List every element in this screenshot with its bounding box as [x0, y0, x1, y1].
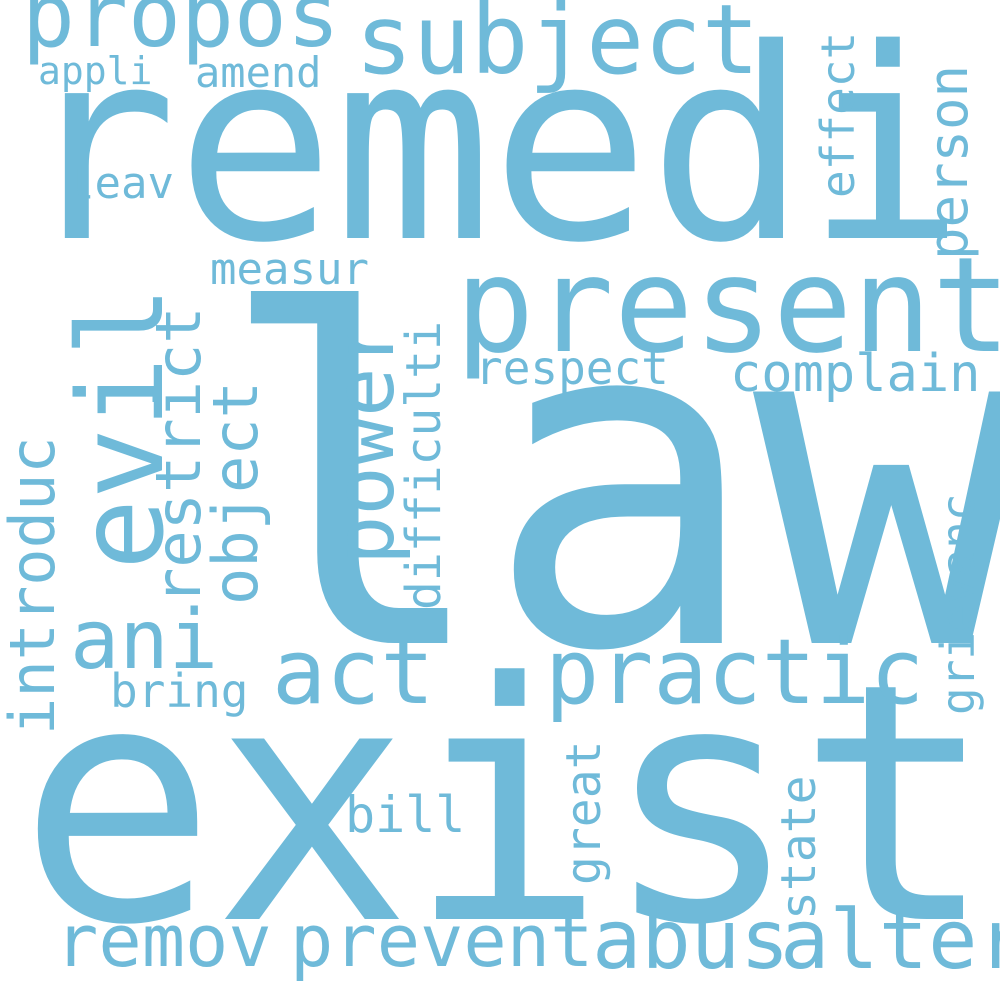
word-respect: respect [475, 341, 669, 395]
word-remov: remov [55, 899, 272, 983]
word-appli: appli [38, 49, 153, 93]
word-measur: measur [210, 244, 369, 295]
word-law: law [215, 217, 1000, 752]
word-bill: bill [345, 786, 466, 844]
word-subject: subject [355, 0, 760, 96]
word-abus: abus [592, 893, 790, 988]
word-complain: complain [730, 344, 981, 404]
word-amend: amend [195, 48, 322, 97]
word-ani: ani [70, 593, 219, 688]
word-practic: practic [545, 620, 925, 725]
word-power: power [318, 318, 413, 565]
word-person: person [917, 64, 980, 260]
word-state: state [771, 775, 827, 921]
word-effect: effect [811, 31, 865, 198]
word-grievanc: grievanc [931, 493, 985, 715]
word-great: great [556, 740, 612, 886]
word-propos: propos [22, 0, 340, 67]
word-act: act [272, 620, 435, 725]
word-bring: bring [110, 664, 249, 718]
word-object: object [199, 381, 272, 605]
word-remedi: remedi [18, 0, 965, 301]
word-leav: leav [68, 158, 174, 209]
word-difficulti: difficulti [396, 321, 452, 610]
word-prevent: prevent [290, 899, 594, 983]
word-exist: exist [18, 613, 995, 997]
word-present: present [455, 229, 1000, 383]
word-introduc: introduc [0, 436, 69, 735]
